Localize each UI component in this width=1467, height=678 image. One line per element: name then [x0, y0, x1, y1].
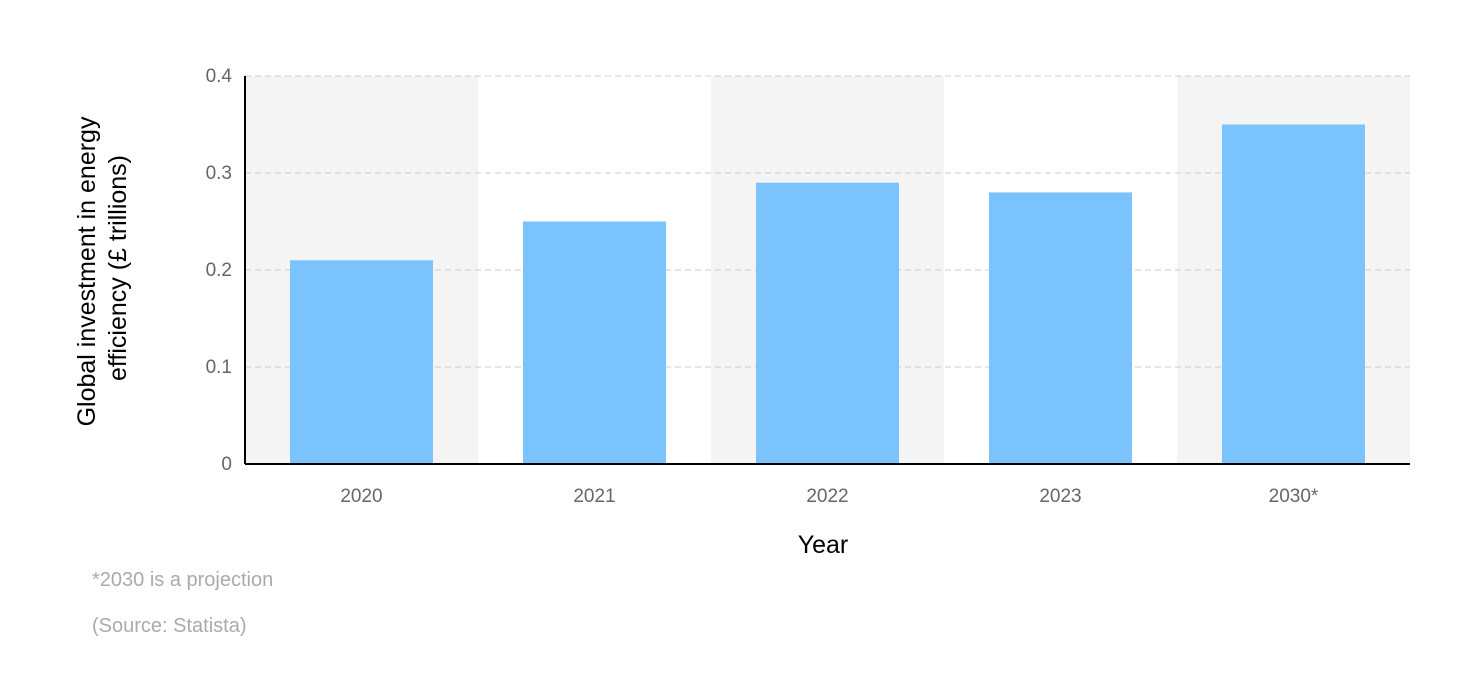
- x-tick-label: 2023: [1039, 486, 1081, 507]
- y-axis-title: Global investment in energy efficiency (…: [73, 110, 132, 427]
- bar: [1222, 124, 1365, 464]
- x-tick-label: 2030*: [1269, 486, 1319, 507]
- source-note: (Source: Statista): [92, 615, 247, 637]
- axes: [244, 76, 1410, 465]
- footnote: *2030 is a projection: [92, 569, 274, 591]
- bar: [523, 221, 666, 464]
- gridlines: [245, 75, 1410, 368]
- y-tick-label: 0.2: [206, 260, 232, 281]
- y-axis-title-line-2: efficiency (£ trillions): [104, 155, 132, 381]
- bar: [756, 182, 899, 464]
- x-tick-label: 2020: [340, 486, 382, 507]
- y-tick-label: 0.4: [206, 66, 233, 87]
- x-tick-label: 2021: [573, 486, 615, 507]
- x-tick-label: 2022: [806, 486, 848, 507]
- y-tick-label: 0: [221, 454, 232, 475]
- bars: [290, 124, 1365, 464]
- y-axis-title-line-1: Global investment in energy: [73, 116, 101, 426]
- bar-chart: 0 0.1 0.2 0.3 0.4 2020 2021 2022 2023 2030* Year…: [73, 66, 1410, 559]
- x-axis-title: Year: [798, 531, 849, 559]
- bar: [290, 260, 433, 464]
- y-tick-label: 0.1: [206, 357, 232, 378]
- y-tick-label: 0.3: [206, 163, 232, 184]
- y-tick-labels: 0 0.1 0.2 0.3 0.4: [206, 66, 233, 475]
- bar: [989, 192, 1132, 464]
- x-tick-labels: 2020 2021 2022 2023 2030*: [340, 486, 1319, 507]
